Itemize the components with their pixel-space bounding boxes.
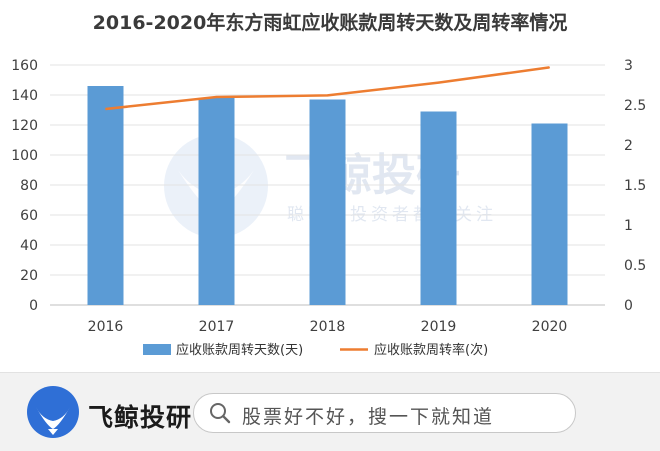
y-right-tick-label: 3 xyxy=(624,58,633,74)
bar-series xyxy=(87,86,568,305)
y-right-tick-label: 0 xyxy=(624,298,633,314)
search-input[interactable]: 股票好不好，搜一下就知道 xyxy=(193,393,576,433)
y-left-tick-label: 120 xyxy=(11,118,38,134)
search-icon xyxy=(210,403,231,424)
y-right-tick-label: 1 xyxy=(624,218,633,234)
y-left-tick-label: 40 xyxy=(20,238,38,254)
bar-line-chart: 2016-2020年东方雨虹应收账款周转天数及周转率情况 飞鲸投研 聪明的投资者… xyxy=(11,11,646,358)
line-point xyxy=(549,66,550,68)
bar xyxy=(87,86,124,305)
x-tick-label: 2016 xyxy=(88,319,124,335)
y-left-tick-label: 20 xyxy=(20,268,38,284)
bar xyxy=(309,99,346,305)
x-tick-label: 2019 xyxy=(421,319,457,335)
y-left-tick-label: 160 xyxy=(11,58,38,74)
left-axis-ticks: 0 20 40 60 80 100 120 140 160 xyxy=(11,58,38,314)
legend: 应收账款周转天数(天) 应收账款周转率(次) xyxy=(143,342,488,358)
search-placeholder: 股票好不好，搜一下就知道 xyxy=(242,406,495,428)
legend-bar-label: 应收账款周转天数(天) xyxy=(176,342,303,358)
y-left-tick-label: 100 xyxy=(11,148,38,164)
line-point xyxy=(105,108,106,110)
x-axis-ticks: 2016 2017 2018 2019 2020 xyxy=(88,319,568,335)
y-left-tick-label: 0 xyxy=(29,298,38,314)
line-point xyxy=(216,96,217,98)
chart-title: 2016-2020年东方雨虹应收账款周转天数及周转率情况 xyxy=(93,11,568,34)
x-tick-label: 2017 xyxy=(199,319,235,335)
right-axis-ticks: 0 0.5 1 1.5 2 2.5 3 xyxy=(624,58,646,314)
legend-bar-swatch xyxy=(143,344,171,355)
y-right-tick-label: 0.5 xyxy=(624,258,646,274)
x-tick-label: 2018 xyxy=(310,319,346,335)
whale-logo-icon xyxy=(27,386,79,438)
line-point xyxy=(327,94,328,96)
y-right-tick-label: 2.5 xyxy=(624,98,646,114)
bar xyxy=(198,98,235,305)
x-tick-label: 2020 xyxy=(532,319,568,335)
bar xyxy=(420,111,457,305)
bar xyxy=(531,123,568,305)
footer-bar: 飞鲸投研 股票好不好，搜一下就知道 xyxy=(0,372,660,451)
legend-line-label: 应收账款周转率(次) xyxy=(374,342,488,358)
y-left-tick-label: 80 xyxy=(20,178,38,194)
chart-area: 2016-2020年东方雨虹应收账款周转天数及周转率情况 飞鲸投研 聪明的投资者… xyxy=(11,11,646,358)
y-right-tick-label: 2 xyxy=(624,138,633,154)
y-right-tick-label: 1.5 xyxy=(624,178,646,194)
y-left-tick-label: 140 xyxy=(11,88,38,104)
line-point xyxy=(438,82,439,84)
line-series xyxy=(105,66,550,111)
y-left-tick-label: 60 xyxy=(20,208,38,224)
brand-name: 飞鲸投研 xyxy=(88,403,193,432)
